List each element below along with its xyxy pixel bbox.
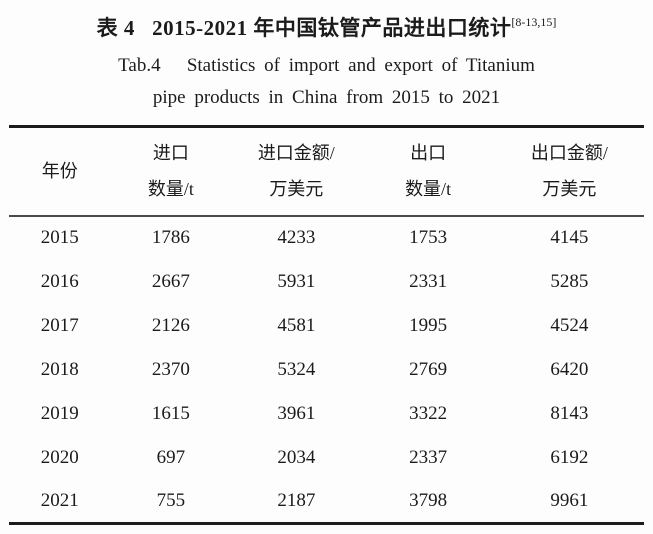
cell-import-qty: 2370 — [151, 358, 190, 380]
cell-import-value: 5931 — [277, 270, 316, 292]
cell-year: 2018 — [40, 358, 79, 380]
cell-import-value: 3961 — [277, 402, 316, 424]
header-line: 数量/t — [405, 178, 452, 199]
cell-export-qty: 2331 — [409, 270, 448, 292]
cell-export-qty: 1753 — [409, 227, 448, 248]
header-line: 万美元 — [269, 178, 324, 199]
cell-import-value: 2187 — [277, 489, 316, 511]
cell-import-qty: 2126 — [151, 314, 190, 336]
table-title-en-line2: pipe products in China from 2015 to 2021 — [152, 87, 501, 108]
header-line: 出口 — [410, 142, 447, 163]
cell-export-qty: 2337 — [409, 446, 448, 468]
table-row-2020: 2020 697 2034 2337 6192 — [9, 436, 644, 480]
cell-import-value: 2034 — [277, 446, 316, 468]
cell-export-value: 4145 — [550, 227, 589, 248]
column-header-import-value: 进口金额/ 万美元 — [231, 127, 361, 216]
table-body: 2015 1786 4233 1753 4145 2016 2667 5931 … — [9, 216, 644, 524]
header-line: 出口金额/ — [530, 142, 608, 163]
table-row-2019: 2019 1615 3961 3322 8143 — [9, 392, 644, 436]
cell-year: 2021 — [40, 489, 79, 511]
cell-export-qty: 3798 — [409, 489, 448, 511]
cell-year: 2016 — [40, 270, 79, 292]
cell-import-qty: 1786 — [151, 227, 190, 248]
column-header-year: 年份 — [9, 127, 111, 216]
column-header-import-qty: 进口 数量/t — [111, 127, 232, 216]
table-title-en-line1: Tab.4 Statistics of import and export of… — [118, 55, 535, 76]
cell-import-qty: 697 — [156, 446, 186, 468]
cell-import-value: 4581 — [277, 314, 316, 336]
header-line: 万美元 — [542, 178, 597, 199]
cell-export-value: 8143 — [550, 402, 589, 424]
table-row-2015: 2015 1786 4233 1753 4145 — [9, 216, 644, 260]
cell-export-value: 9961 — [550, 489, 589, 511]
cell-export-value: 6420 — [550, 358, 589, 380]
table-title-zh-text: 表 4 2015-2021 年中国钛管产品进出口统计 — [96, 16, 512, 40]
cell-import-qty: 755 — [156, 489, 186, 511]
cell-import-qty: 1615 — [151, 402, 190, 424]
cell-year: 2020 — [40, 446, 79, 468]
column-header-export-qty: 出口 数量/t — [361, 127, 494, 216]
cell-export-value: 4524 — [550, 314, 589, 336]
table-header: 年份 进口 数量/t 进口金额/ 万美元 出口 数量/t 出口金额/ 万美元 — [9, 127, 644, 216]
table-title-zh: 表 4 2015-2021 年中国钛管产品进出口统计[8-13,15] — [0, 7, 653, 44]
import-export-stats-table: 年份 进口 数量/t 进口金额/ 万美元 出口 数量/t 出口金额/ 万美元 — [9, 125, 644, 525]
cell-export-qty: 3322 — [409, 402, 448, 424]
header-line: 数量/t — [147, 178, 194, 199]
cell-import-value: 5324 — [277, 358, 316, 380]
cell-export-qty: 1995 — [409, 314, 448, 336]
table-row-2018: 2018 2370 5324 2769 6420 — [9, 348, 644, 392]
table-row-2017: 2017 2126 4581 1995 4524 — [9, 304, 644, 348]
header-line: 进口 — [152, 142, 189, 163]
cell-year: 2015 — [40, 227, 79, 248]
header-row: 年份 进口 数量/t 进口金额/ 万美元 出口 数量/t 出口金额/ 万美元 — [9, 127, 644, 216]
cell-import-qty: 2667 — [151, 270, 190, 292]
cell-export-value: 5285 — [550, 270, 589, 292]
column-header-export-value: 出口金额/ 万美元 — [495, 127, 644, 216]
header-line: 年份 — [41, 160, 78, 181]
table-row-2021: 2021 755 2187 3798 9961 — [9, 480, 644, 524]
header-line: 进口金额/ — [257, 142, 335, 163]
cell-export-qty: 2769 — [409, 358, 448, 380]
cell-import-value: 4233 — [277, 227, 316, 248]
table-row-2016: 2016 2667 5931 2331 5285 — [9, 260, 644, 304]
reference-superscript: [8-13,15] — [511, 15, 557, 29]
cell-export-value: 6192 — [550, 446, 589, 468]
cell-year: 2017 — [40, 314, 79, 336]
cell-year: 2019 — [40, 402, 79, 424]
